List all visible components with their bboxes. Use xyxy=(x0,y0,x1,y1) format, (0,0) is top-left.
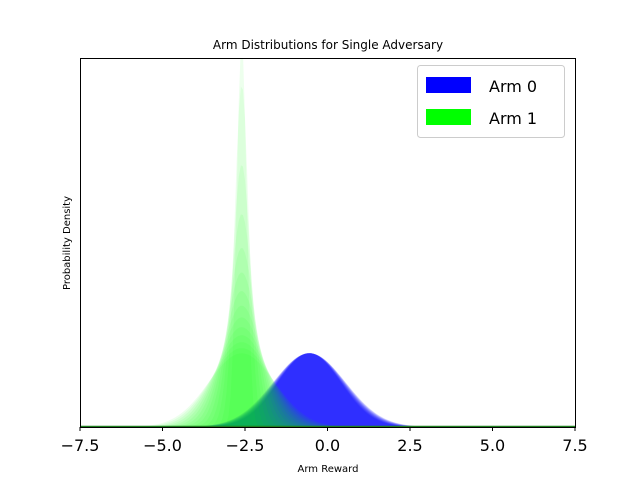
density-curve-arm-1 xyxy=(80,342,575,427)
density-curve-arm-1 xyxy=(80,327,575,427)
legend-swatch-arm-1 xyxy=(426,109,471,125)
x-tick-label: 7.5 xyxy=(562,436,587,455)
density-curve-arm-0 xyxy=(80,353,575,427)
legend-label-arm-0: Arm 0 xyxy=(489,77,537,96)
x-tick-label: 0.0 xyxy=(315,436,340,455)
y-axis-label: Probability Density xyxy=(62,196,73,290)
density-curve-arm-1 xyxy=(80,353,575,427)
density-curve-arm-0 xyxy=(80,353,575,427)
density-curve-arm-0 xyxy=(80,353,575,427)
density-curve-arm-0 xyxy=(80,353,575,427)
density-curve-arm-0 xyxy=(80,353,575,427)
x-tick-label: 2.5 xyxy=(397,436,422,455)
legend-label-arm-1: Arm 1 xyxy=(489,109,537,128)
series-arm-1 xyxy=(80,58,575,427)
x-axis: −7.5 −5.0 −2.5 0.0 2.5 5.0 7.5 xyxy=(61,427,588,455)
x-tick-label: −2.5 xyxy=(226,436,265,455)
density-curve-arm-1 xyxy=(80,348,575,427)
x-axis-label: Arm Reward xyxy=(298,464,359,475)
density-curve-arm-0 xyxy=(80,353,575,427)
density-curve-arm-1 xyxy=(80,335,575,427)
chart-title: Arm Distributions for Single Adversary xyxy=(213,38,443,52)
density-curve-arm-0 xyxy=(80,353,575,427)
density-curve-arm-0 xyxy=(80,353,575,427)
legend-swatch-arm-0 xyxy=(426,77,471,93)
density-curve-arm-0 xyxy=(80,353,575,427)
density-curve-arm-0 xyxy=(80,353,575,427)
x-tick-label: 5.0 xyxy=(480,436,505,455)
x-tick-label: −7.5 xyxy=(61,436,100,455)
x-tick-label: −5.0 xyxy=(143,436,182,455)
plot-area xyxy=(80,58,576,428)
density-curve-arm-0 xyxy=(80,353,575,427)
series-arm-0 xyxy=(80,353,575,427)
series-layer xyxy=(80,58,575,427)
density-curve-arm-0 xyxy=(80,353,575,427)
density-curve-arm-0 xyxy=(80,353,575,427)
legend: Arm 0 Arm 1 xyxy=(417,65,565,138)
density-curve-arm-0 xyxy=(80,353,575,427)
